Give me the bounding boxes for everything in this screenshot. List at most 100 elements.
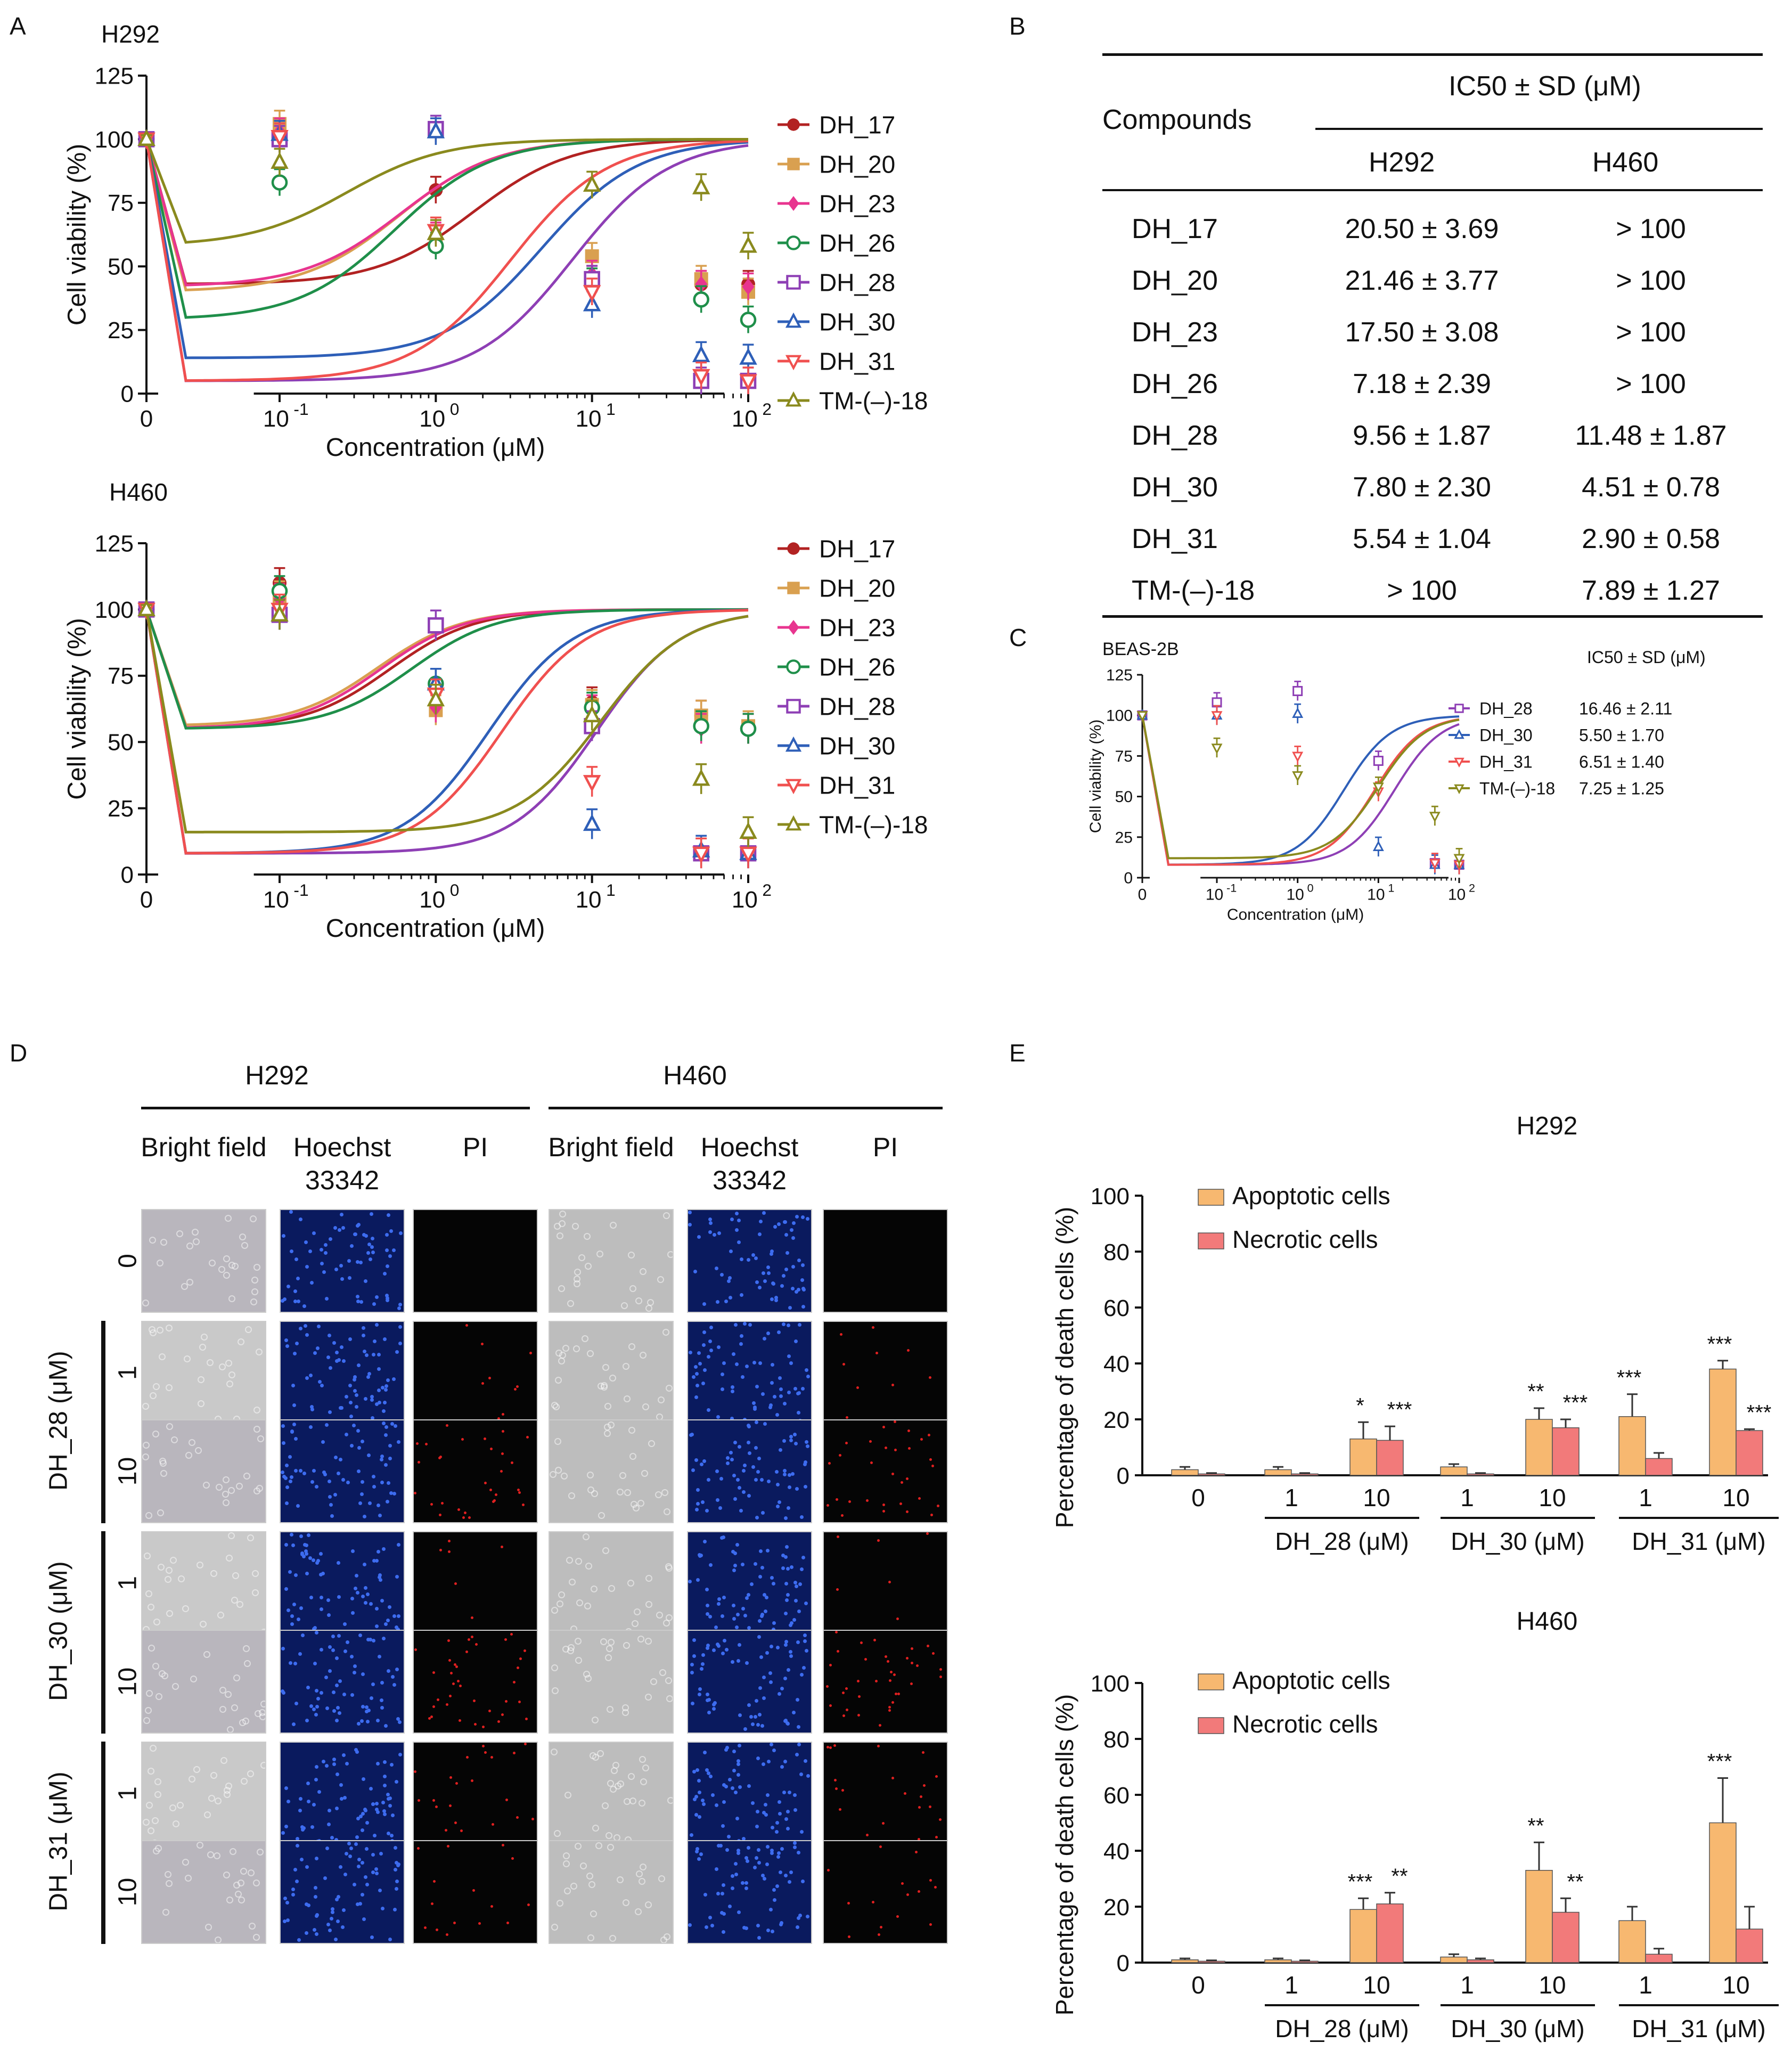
nucleus-dot [755, 1420, 758, 1424]
nucleus-dot [731, 1550, 735, 1554]
nucleus-dot [306, 1782, 310, 1785]
pi-dot [827, 1746, 829, 1748]
cell-outline [178, 1575, 185, 1582]
cell-outline [557, 1900, 563, 1907]
nucleus-dot [375, 1323, 379, 1327]
beas-legend-ic50: 16.46 ± 2.11 [1579, 699, 1672, 718]
pi-dot [882, 1822, 885, 1825]
pi-dot [878, 1933, 880, 1936]
e2-bar-necrotic [1552, 1911, 1580, 1963]
nucleus-dot [324, 1251, 328, 1255]
nucleus-dot [750, 1582, 754, 1586]
nucleus-dot [751, 1722, 755, 1726]
microscopy-panel: H292 H460 Bright field Hoechst 33342 PI Bright… [0, 1039, 991, 2059]
nucleus-dot [727, 1835, 731, 1839]
cell-outline [623, 1899, 629, 1906]
cell-outline [575, 1657, 582, 1664]
h292-legend-marker [787, 118, 800, 131]
nucleus-dot [332, 1341, 336, 1345]
cell-outline [251, 1277, 258, 1284]
nucleus-dot [702, 1343, 706, 1347]
nucleus-dot [695, 1847, 699, 1851]
microscopy-group-bar [101, 1321, 105, 1523]
nucleus-dot [708, 1339, 712, 1343]
nucleus-dot [337, 1561, 340, 1565]
nucleus-dot [336, 1919, 340, 1923]
nucleus-dot [304, 1240, 308, 1244]
cell-outline [253, 1264, 260, 1271]
cell-outline [635, 1908, 642, 1915]
nucleus-dot [293, 1662, 297, 1665]
nucleus-dot [738, 1486, 741, 1490]
nucleus-dot [763, 1422, 767, 1426]
nucleus-dot [717, 1602, 721, 1606]
nucleus-dot [784, 1612, 788, 1615]
nucleus-dot [332, 1758, 336, 1761]
cell-outline [642, 1764, 649, 1771]
nucleus-dot [788, 1791, 791, 1794]
cell-outline [562, 1345, 569, 1352]
nucleus-dot [388, 1804, 392, 1808]
pi-dot [502, 1844, 504, 1846]
nucleus-dot [733, 1564, 737, 1567]
microscopy-group-label: DH_31 (μM) [44, 1771, 73, 1911]
nucleus-dot [397, 1440, 400, 1444]
e1-title: H292 [1517, 1112, 1578, 1140]
nucleus-dot [372, 1639, 375, 1643]
h292-point [583, 285, 601, 303]
nucleus-dot [351, 1549, 355, 1553]
nucleus-dot [722, 1883, 725, 1887]
nucleus-dot [703, 1751, 707, 1754]
ic50-table: Compounds IC50 ± SD (μM) H292 H460 DH_17… [1102, 53, 1763, 618]
nucleus-dot [370, 1245, 374, 1249]
nucleus-dot [736, 1478, 740, 1482]
h460-y-label: Cell viability (%) [63, 618, 92, 799]
nucleus-dot [707, 1408, 710, 1412]
nucleus-dot [388, 1605, 391, 1609]
microscopy-column-label: 33342 [305, 1165, 380, 1195]
table-cell-compound: DH_26 [1132, 369, 1218, 399]
cell-outline [241, 1242, 248, 1249]
nucleus-dot [296, 1837, 299, 1841]
nucleus-dot [771, 1281, 775, 1285]
cell-outline [608, 1585, 615, 1592]
nucleus-dot [324, 1243, 328, 1247]
nucleus-dot [695, 1768, 699, 1772]
nucleus-dot [365, 1710, 369, 1713]
cell-outline [201, 1334, 208, 1341]
nucleus-dot [386, 1793, 390, 1796]
h460-y-tick-label: 0 [121, 862, 134, 888]
cell-outline [623, 1363, 629, 1370]
nucleus-dot [702, 1459, 706, 1463]
cell-outline [563, 1860, 570, 1867]
cell-outline [215, 1797, 222, 1804]
nucleus-dot [362, 1777, 365, 1781]
h292-y-label: Cell viability (%) [63, 144, 92, 325]
table-cell-h292: 7.18 ± 2.39 [1353, 369, 1491, 399]
beas-point [1136, 711, 1148, 722]
pi-dot [896, 1915, 899, 1918]
nucleus-dot [308, 1556, 312, 1560]
nucleus-dot [320, 1648, 323, 1652]
cell-outline [193, 1766, 200, 1773]
nucleus-dot [339, 1783, 343, 1787]
nucleus-dot [364, 1601, 367, 1605]
nucleus-dot [700, 1462, 703, 1466]
nucleus-dot [706, 1646, 709, 1650]
microscopy-image-tile [280, 1419, 405, 1523]
beas-y-tick-label: 125 [1106, 667, 1133, 684]
cell-outline [667, 1251, 673, 1258]
cell-outline [561, 1473, 568, 1480]
nucleus-dot [710, 1924, 714, 1927]
nucleus-dot [789, 1654, 793, 1658]
h292-point [739, 347, 757, 365]
nucleus-dot [390, 1763, 394, 1767]
pi-dot [893, 1673, 896, 1676]
nucleus-dot [737, 1851, 740, 1855]
pi-dot [837, 1535, 839, 1538]
cell-outline [210, 1772, 217, 1779]
cell-outline [165, 1871, 171, 1878]
nucleus-dot [738, 1744, 741, 1747]
nucleus-dot [803, 1639, 807, 1643]
microscopy-header-rule [141, 1107, 530, 1109]
